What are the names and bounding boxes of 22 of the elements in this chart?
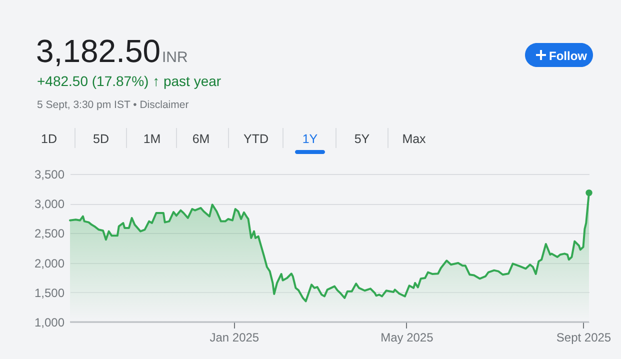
x-tick-label: Sept 2025 xyxy=(556,330,612,344)
text: 5 Sept, 3:30 pm IST • Disclaimer xyxy=(37,99,190,111)
text: Follow xyxy=(549,49,588,63)
text: +482.50 (17.87%) ↑ past year xyxy=(37,73,222,89)
text: Max xyxy=(402,132,427,146)
x-tick-label: Jan 2025 xyxy=(210,330,260,344)
text: 1M xyxy=(143,132,161,146)
text: YTD xyxy=(244,132,268,146)
text: 6M xyxy=(192,132,210,146)
y-tick-label: 1,500 xyxy=(34,286,65,300)
text: 1D xyxy=(41,132,57,146)
text: 5Y xyxy=(354,132,370,146)
chart-title: 3,182.50 xyxy=(36,33,161,69)
y-tick-label: 3,000 xyxy=(34,197,65,212)
x-tick-label: May 2025 xyxy=(380,330,434,344)
text: 5D xyxy=(93,132,109,146)
y-tick-label: 2,500 xyxy=(34,226,65,241)
text: 1Y xyxy=(302,132,318,146)
y-tick-label: 1,000 xyxy=(34,316,65,330)
text: INR xyxy=(162,49,188,66)
y-tick-label: 2,000 xyxy=(34,256,65,270)
y-tick-label: 3,500 xyxy=(34,168,65,182)
